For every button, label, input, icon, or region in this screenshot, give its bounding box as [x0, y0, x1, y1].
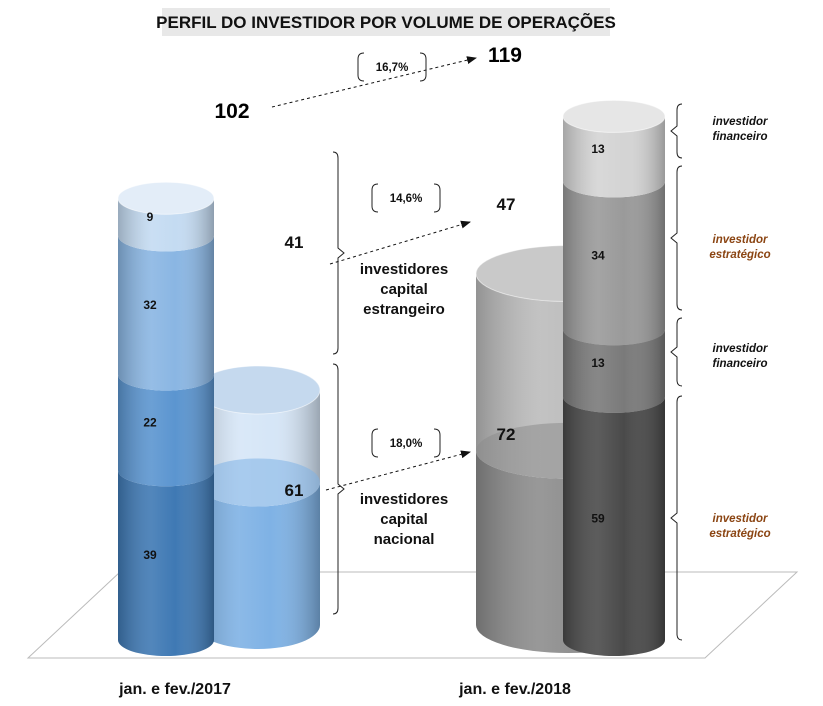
bar-2017-detail-2-shading — [118, 374, 214, 487]
detail-label-2018-4: 13 — [591, 142, 605, 156]
chart-title: PERFIL DO INVESTIDOR POR VOLUME DE OPERA… — [156, 12, 616, 32]
bar-2018-detail-4-shading — [563, 116, 665, 198]
bar-2017-detail-3-shading — [118, 235, 214, 391]
growth-label-total: 16,7% — [376, 62, 409, 74]
group-name-nacional-line-2: capital — [380, 511, 428, 528]
bar-2017-detail-4-shading — [118, 198, 214, 252]
bar-2018-detail-1-shading — [563, 396, 665, 656]
type-label-estrategico-1-line-2: estratégico — [709, 249, 770, 261]
bracket-2018-estrategico-nacional — [670, 395, 683, 641]
growth-label-total-right-brace — [419, 52, 427, 82]
detail-label-2017-3: 32 — [143, 298, 157, 312]
detail-label-2018-3: 34 — [591, 248, 605, 262]
type-label-financeiro-2-line-1: investidor — [713, 343, 768, 355]
total-label-2018: 119 — [488, 44, 522, 67]
cylinders-layer — [117, 99, 666, 656]
growth-arrow-nacional — [325, 450, 471, 491]
annotations-layer: 39 22 32 9 59 13 34 13 41 61 47 72 102 119 jan. e fev.… — [118, 44, 771, 698]
group-label-2018-nacional: 72 — [497, 425, 516, 444]
bar-2017-nacional-shading — [196, 482, 320, 649]
growth-label-nacional: 18,0% — [390, 438, 423, 450]
bar-2018-detail-top-cap — [562, 99, 666, 133]
floor-plane — [26, 571, 799, 659]
growth-label-estrangeiro-right-brace — [433, 183, 441, 213]
group-label-2017-nacional: 61 — [285, 481, 304, 500]
bracket-2018-financeiro-estrangeiro — [670, 103, 683, 159]
growth-label-nacional-right-brace — [433, 428, 441, 458]
category-label-2017: jan. e fev./2017 — [118, 681, 231, 698]
total-label-2017: 102 — [214, 100, 249, 123]
bracket-2018-estrategico-estrangeiro — [670, 165, 683, 311]
type-label-estrategico-2-line-2: estratégico — [709, 528, 770, 540]
growth-arrow-estrangeiro — [329, 220, 471, 265]
bracket-nacional — [332, 363, 345, 615]
growth-label-estrangeiro: 14,6% — [390, 193, 423, 205]
growth-label-total-left-brace — [357, 52, 365, 82]
detail-label-2017-2: 22 — [143, 416, 157, 430]
growth-label-nacional-left-brace — [371, 428, 379, 458]
detail-label-2018-1: 59 — [591, 511, 605, 525]
group-label-2018-estrangeiro: 47 — [497, 195, 516, 214]
detail-label-2017-1: 39 — [143, 548, 157, 562]
bracket-estrangeiro — [332, 151, 345, 355]
bar-2018-detail-3-shading — [563, 181, 665, 346]
bar-2017-divider — [196, 458, 320, 507]
bar-2017-top-cap — [195, 365, 321, 415]
group-name-estrangeiro-line-1: investidores — [360, 261, 448, 278]
type-label-financeiro-1-line-2: financeiro — [713, 131, 768, 143]
group-name-nacional-line-3: nacional — [374, 531, 435, 548]
group-label-2017-estrangeiro: 41 — [285, 233, 304, 252]
bar-2017-detail-top-cap — [117, 181, 215, 215]
group-name-estrangeiro-line-2: capital — [380, 281, 428, 298]
type-label-financeiro-1-line-1: investidor — [713, 116, 768, 128]
growth-arrow-total — [271, 56, 477, 108]
bar-2017-detail-1-shading — [118, 470, 214, 656]
type-label-estrategico-2-line-1: investidor — [713, 513, 768, 525]
detail-label-2018-2: 13 — [591, 356, 605, 370]
detail-label-2017-4: 9 — [147, 210, 154, 224]
bracket-2018-financeiro-nacional — [670, 317, 683, 387]
title-background — [162, 8, 610, 36]
group-name-nacional-line-1: investidores — [360, 491, 448, 508]
type-label-financeiro-2-line-2: financeiro — [713, 358, 768, 370]
growth-label-estrangeiro-left-brace — [371, 183, 379, 213]
bar-2018-detail-2-shading — [563, 329, 665, 413]
type-label-estrategico-1-line-1: investidor — [713, 234, 768, 246]
category-label-2018: jan. e fev./2018 — [458, 681, 571, 698]
group-name-estrangeiro-line-3: estrangeiro — [363, 301, 445, 318]
